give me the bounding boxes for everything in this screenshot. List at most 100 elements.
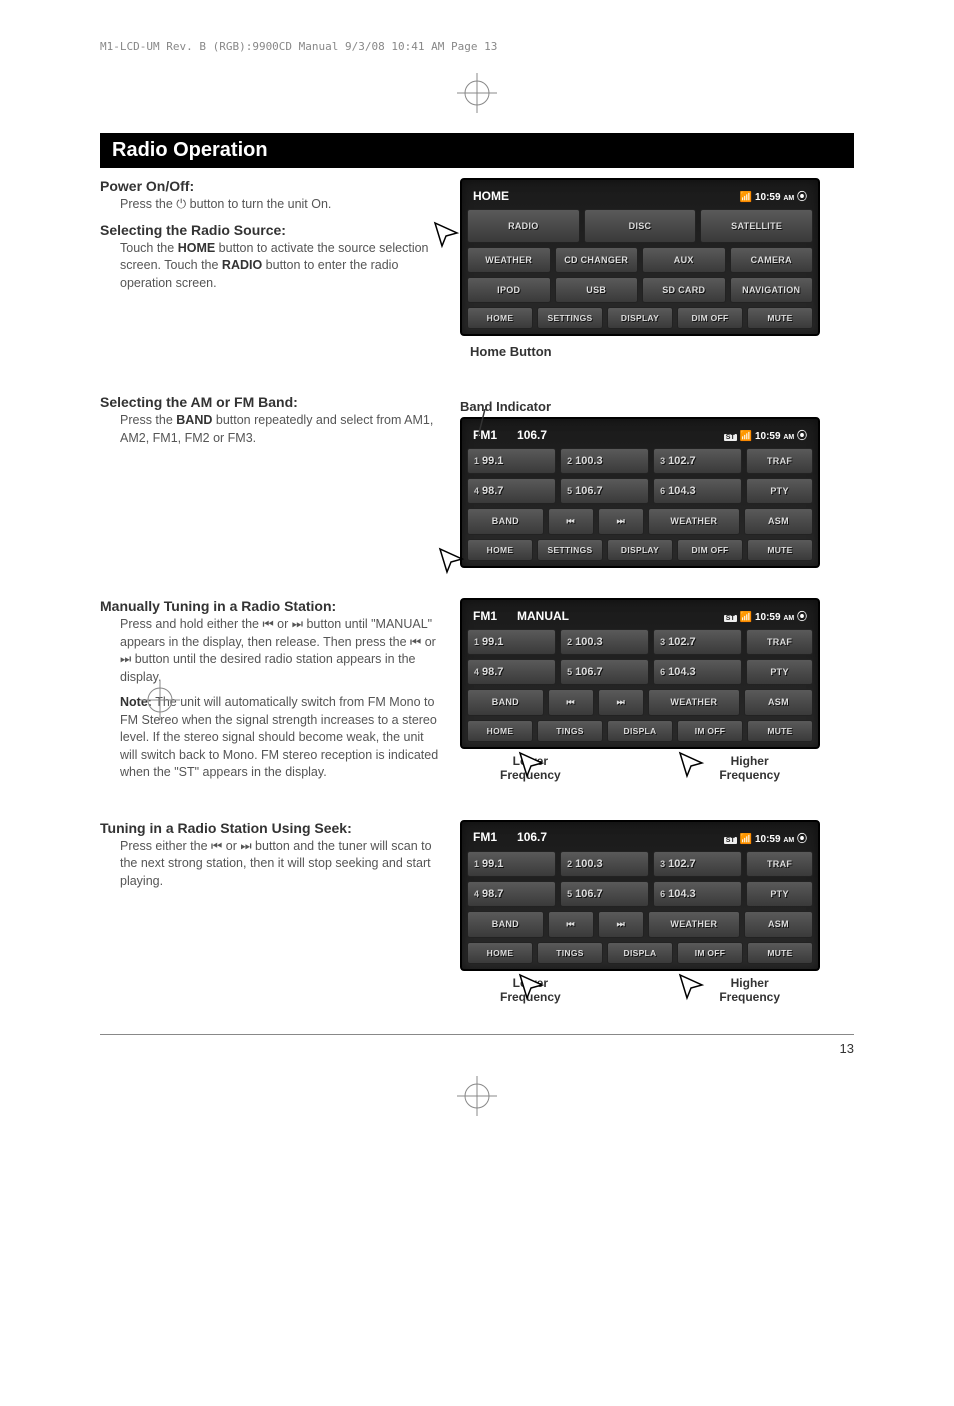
radio-button[interactable]: RADIO <box>467 209 580 243</box>
sdcard-button[interactable]: SD CARD <box>642 277 726 303</box>
settings-button[interactable]: TINGS <box>537 720 603 742</box>
preset-6[interactable]: 6104.3 <box>653 881 742 907</box>
page-number: 13 <box>100 1041 854 1056</box>
preset-3[interactable]: 3102.7 <box>653 851 742 877</box>
band-body: Press the BAND button repeatedly and sel… <box>100 412 440 447</box>
cdchanger-button[interactable]: CD CHANGER <box>555 247 639 273</box>
preset-5[interactable]: 5106.7 <box>560 659 649 685</box>
band-button[interactable]: BAND <box>467 508 544 535</box>
settings-button[interactable]: SETTINGS <box>537 307 603 329</box>
manual-label: MANUAL <box>517 609 569 623</box>
footer-rule <box>100 1034 854 1035</box>
source-heading: Selecting the Radio Source: <box>100 222 440 238</box>
navigation-button[interactable]: NAVIGATION <box>730 277 814 303</box>
preset-5[interactable]: 5106.7 <box>560 478 649 504</box>
preset-1[interactable]: 199.1 <box>467 448 556 474</box>
dimoff-button[interactable]: DIM OFF <box>677 539 743 561</box>
mute-button[interactable]: MUTE <box>747 307 813 329</box>
prev-button[interactable]: ⏮ <box>548 911 594 938</box>
weather-button[interactable]: WEATHER <box>467 247 551 273</box>
cursor-icon <box>430 218 465 253</box>
camera-button[interactable]: CAMERA <box>730 247 814 273</box>
home-button[interactable]: HOME <box>467 720 533 742</box>
display-button[interactable]: DISPLAY <box>607 307 673 329</box>
ipod-button[interactable]: IPOD <box>467 277 551 303</box>
asm-button[interactable]: ASM <box>744 911 813 938</box>
asm-button[interactable]: ASM <box>744 689 813 716</box>
home-button[interactable]: HOME <box>467 539 533 561</box>
screen-title: HOME <box>473 189 509 203</box>
next-button[interactable]: ⏭ <box>598 911 644 938</box>
dimoff-button[interactable]: IM OFF <box>677 720 743 742</box>
preset-3[interactable]: 3102.7 <box>653 629 742 655</box>
preset-3[interactable]: 3102.7 <box>653 448 742 474</box>
dimoff-button[interactable]: DIM OFF <box>677 307 743 329</box>
higher-freq-label: HigherFrequency <box>719 754 780 782</box>
status-icons: ST📶 10:59 AM ⦿ <box>724 830 807 845</box>
preset-1[interactable]: 199.1 <box>467 851 556 877</box>
preset-5[interactable]: 5106.7 <box>560 881 649 907</box>
settings-button[interactable]: TINGS <box>537 942 603 964</box>
preset-1[interactable]: 199.1 <box>467 629 556 655</box>
status-icons: ST📶 10:59 AM ⦿ <box>724 608 807 623</box>
aux-button[interactable]: AUX <box>642 247 726 273</box>
manual-body: Press and hold either the ⏮ or ⏭ button … <box>100 616 440 686</box>
dimoff-button[interactable]: IM OFF <box>677 942 743 964</box>
cursor-icon <box>515 970 550 1005</box>
weather-button[interactable]: WEATHER <box>648 689 740 716</box>
mute-button[interactable]: MUTE <box>747 720 813 742</box>
power-body: Press the ⏻ button to turn the unit On. <box>100 196 440 214</box>
seek-body: Press either the ⏮ or ⏭ button and the t… <box>100 838 440 891</box>
preset-4[interactable]: 498.7 <box>467 478 556 504</box>
pty-button[interactable]: PTY <box>746 478 813 504</box>
mute-button[interactable]: MUTE <box>747 942 813 964</box>
next-button[interactable]: ⏭ <box>598 689 644 716</box>
satellite-button[interactable]: SATELLITE <box>700 209 813 243</box>
display-button[interactable]: DISPLA <box>607 720 673 742</box>
display-button[interactable]: DISPLA <box>607 942 673 964</box>
band-button[interactable]: BAND <box>467 911 544 938</box>
preset-4[interactable]: 498.7 <box>467 659 556 685</box>
pointer-line-icon <box>475 409 495 439</box>
cursor-icon <box>675 970 710 1005</box>
home-button[interactable]: HOME <box>467 307 533 329</box>
pty-button[interactable]: PTY <box>746 881 813 907</box>
disc-button[interactable]: DISC <box>584 209 697 243</box>
preset-2[interactable]: 2100.3 <box>560 629 649 655</box>
radio-screen-band: FM1 106.7 ST📶 10:59 AM ⦿ 199.1 2100.3 31… <box>460 417 820 568</box>
home-button[interactable]: HOME <box>467 942 533 964</box>
crop-mark-bottom <box>100 1076 854 1121</box>
preset-2[interactable]: 2100.3 <box>560 851 649 877</box>
traf-button[interactable]: TRAF <box>746 629 813 655</box>
home-screen: HOME 📶 10:59 AM ⦿ RADIO DISC SATELLITE W… <box>460 178 820 336</box>
settings-button[interactable]: SETTINGS <box>537 539 603 561</box>
mute-button[interactable]: MUTE <box>747 539 813 561</box>
preset-4[interactable]: 498.7 <box>467 881 556 907</box>
weather-button[interactable]: WEATHER <box>648 911 740 938</box>
usb-button[interactable]: USB <box>555 277 639 303</box>
preset-2[interactable]: 2100.3 <box>560 448 649 474</box>
seek-heading: Tuning in a Radio Station Using Seek: <box>100 820 440 836</box>
crop-mark-top <box>100 73 854 118</box>
prev-button[interactable]: ⏮ <box>548 508 594 535</box>
next-button[interactable]: ⏭ <box>598 508 644 535</box>
preset-6[interactable]: 6104.3 <box>653 659 742 685</box>
asm-button[interactable]: ASM <box>744 508 813 535</box>
section-title: Radio Operation <box>100 133 854 168</box>
radio-screen-seek: FM1 106.7 ST📶 10:59 AM ⦿ 199.1 2100.3 31… <box>460 820 820 971</box>
preset-6[interactable]: 6104.3 <box>653 478 742 504</box>
home-caption: Home Button <box>470 344 552 359</box>
traf-button[interactable]: TRAF <box>746 448 813 474</box>
weather-button[interactable]: WEATHER <box>648 508 740 535</box>
manual-heading: Manually Tuning in a Radio Station: <box>100 598 440 614</box>
band-title: FM1 <box>473 830 497 844</box>
traf-button[interactable]: TRAF <box>746 851 813 877</box>
band-button[interactable]: BAND <box>467 689 544 716</box>
cursor-icon <box>515 748 550 783</box>
crop-mark-left <box>140 680 180 725</box>
display-button[interactable]: DISPLAY <box>607 539 673 561</box>
prev-button[interactable]: ⏮ <box>548 689 594 716</box>
pty-button[interactable]: PTY <box>746 659 813 685</box>
print-meta-header: M1-LCD-UM Rev. B (RGB):9900CD Manual 9/3… <box>100 40 854 53</box>
power-heading: Power On/Off: <box>100 178 440 194</box>
